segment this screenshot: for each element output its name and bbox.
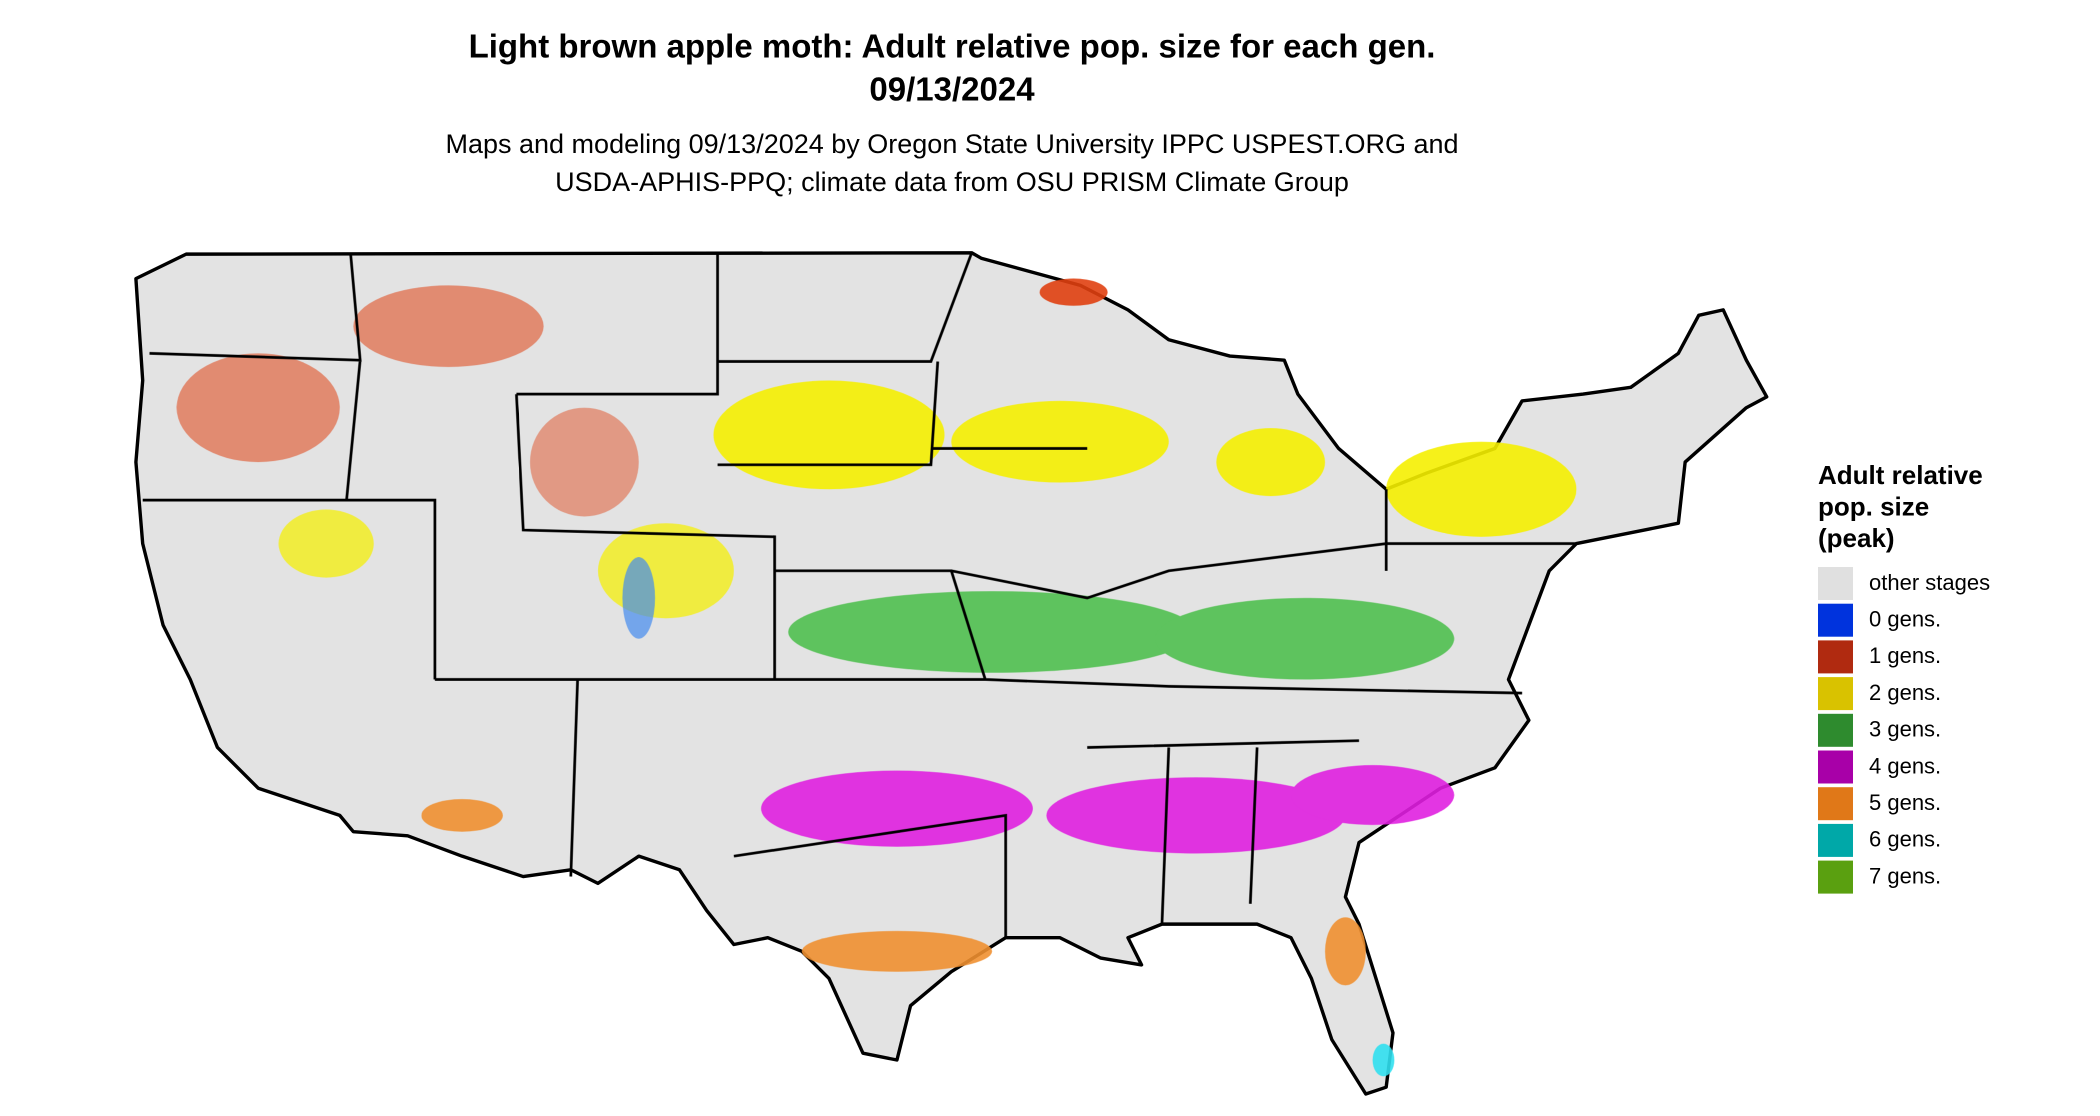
zone-2-gen	[713, 380, 945, 490]
legend-title: Adult relative	[1818, 460, 1983, 490]
zone-4-gen	[761, 770, 1033, 847]
zone-4-gen	[1046, 777, 1346, 854]
zone-1-gen	[1039, 278, 1108, 306]
legend-swatch	[1818, 823, 1853, 857]
zone-2-gen	[1216, 428, 1326, 497]
zone-3-gen	[788, 591, 1196, 673]
zone-3-gen	[1155, 597, 1455, 680]
zone-6-gen	[1372, 1043, 1395, 1077]
zone-2-gen	[597, 523, 734, 619]
date: 09/13/2024	[869, 71, 1035, 108]
legend-swatch	[1818, 787, 1853, 821]
legend-label: 3 gens.	[1869, 717, 1941, 742]
legend-label: other stages	[1869, 570, 1990, 595]
zone-2-gen	[278, 509, 374, 578]
legend-swatch	[1818, 603, 1853, 637]
legend-swatch	[1818, 713, 1853, 747]
legend-label: 5 gens.	[1869, 790, 1941, 815]
legend-title: (peak)	[1818, 523, 1895, 553]
state-border	[142, 252, 1577, 938]
zone-0-gen	[622, 557, 656, 639]
zone-5-gen	[421, 799, 503, 832]
subtitle: USDA-APHIS-PPQ; climate data from OSU PR…	[555, 167, 1349, 197]
subtitle: Maps and modeling 09/13/2024 by Oregon S…	[445, 129, 1458, 159]
gen-zones	[176, 278, 1577, 1077]
title: Light brown apple moth: Adult relative p…	[469, 28, 1436, 65]
legend-title: pop. size	[1818, 491, 1929, 521]
zone-1-gen	[176, 353, 340, 463]
legend-label: 6 gens.	[1869, 827, 1941, 852]
map	[134, 251, 1769, 1096]
legend-swatch	[1818, 567, 1853, 600]
legend-label: 0 gens.	[1869, 607, 1941, 632]
zone-4-gen	[1291, 765, 1455, 825]
zone-2-gen	[1386, 441, 1577, 537]
legend-label: 1 gens.	[1869, 643, 1941, 668]
zone-1-gen	[353, 285, 544, 367]
legend-swatch	[1818, 640, 1853, 674]
zone-5-gen	[1325, 917, 1366, 986]
zone-2-gen	[951, 400, 1169, 483]
legend-swatch	[1818, 677, 1853, 711]
legend-label: 7 gens.	[1869, 863, 1941, 888]
zone-1-gen	[530, 407, 639, 517]
zone-5-gen	[801, 930, 993, 972]
legend-swatch	[1818, 860, 1853, 894]
legend-label: 2 gens.	[1869, 680, 1941, 705]
legend-swatch	[1818, 750, 1853, 784]
state-borders	[142, 252, 1577, 938]
legend-label: 4 gens.	[1869, 753, 1941, 778]
